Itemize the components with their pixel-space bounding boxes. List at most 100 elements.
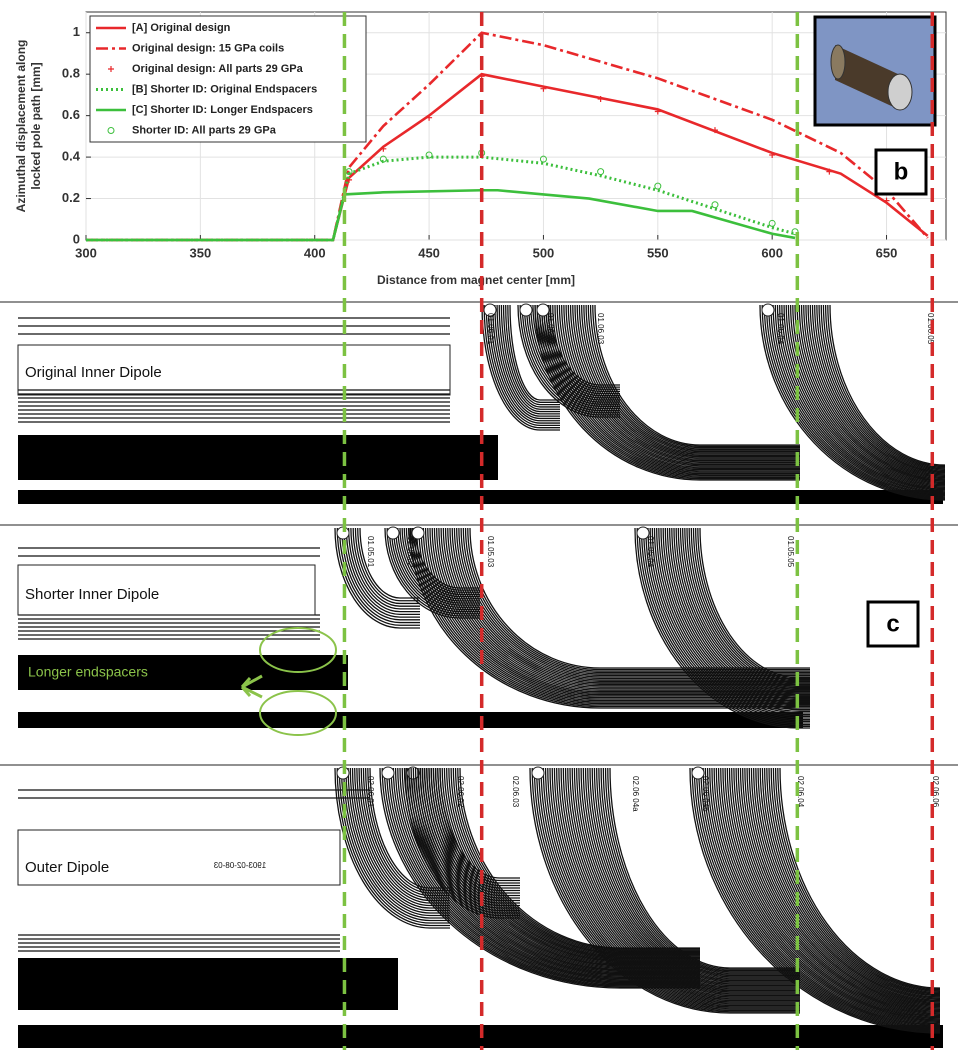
legend-label: Original design: 15 GPa coils [132,42,284,54]
coil-turn [779,767,941,989]
coil-turn [706,767,941,1025]
legend-box [89,15,367,143]
coil-turn [693,767,941,1032]
coil-turn [409,527,810,709]
marker [654,182,662,190]
coil-turn [700,767,941,1029]
x-tick-label: 650 [876,245,898,260]
coil-turn [345,767,450,917]
coil-turn [519,304,620,416]
coil-turn [446,767,700,956]
coil-turn [531,767,800,1013]
coil-turn [505,304,560,406]
coil-turn [702,767,941,1028]
coil-turn [556,304,800,468]
coil-turn [430,767,700,964]
coil-turn [809,304,946,476]
coil-turn [593,767,800,978]
conductor-bar [18,958,398,1010]
coil-turn [534,304,800,481]
coil-turn [536,304,800,480]
coil-turn [569,767,800,992]
coil-turn [447,527,810,684]
coil-turn [643,527,810,722]
coil-turn [532,304,620,403]
coil-turn [357,527,420,602]
y-tick-label: 1 [73,24,80,39]
coil-turn [549,304,800,472]
coil-turn [781,304,946,490]
coil-turn [351,767,450,909]
coil-turn [689,767,941,1034]
coil-label: 01.06.02 [546,313,555,345]
coil-turn [345,527,420,616]
coil-turn [399,767,700,979]
pin [636,526,650,540]
coil-turn [814,304,946,474]
coil-turn [458,527,810,677]
inset-magnet [835,45,900,110]
coil-turn [824,304,946,468]
panel-label: Shorter Inner Dipole [25,586,159,603]
coil-turn [410,767,700,974]
coil-turn [770,767,941,994]
coil-turn [728,767,941,1014]
coil-label: 02.06.01 [366,776,375,808]
legend-label: Shorter ID: All parts 29 GPa [132,124,277,136]
x-tick-label: 600 [761,245,783,260]
coil-turn [578,304,800,455]
coil-turn [388,767,700,985]
coil-turn [580,767,800,985]
coil-turn [441,767,700,958]
marker [379,155,387,163]
legend-label: [A] Original design [132,22,231,34]
coil-turn [356,767,450,904]
coil-turn [340,767,450,922]
coil-turn [498,304,560,413]
coil-turn [567,767,800,993]
coil-turn [653,527,810,714]
coil-turn [698,767,941,1030]
coil-turn [547,767,800,1004]
coil-turn [675,527,810,697]
coil-turn [386,767,700,986]
coil-turn [448,767,700,955]
coil-turn [761,767,941,998]
marker [380,145,387,152]
coil-turn [724,767,941,1017]
coil-turn [656,527,810,712]
coil-turn [777,767,941,990]
coil-turn [789,304,946,486]
coil-turn [438,527,810,690]
coil-turn [636,527,810,727]
coil-turn [589,767,800,980]
coil-turn [551,767,800,1002]
x-tick-label: 300 [75,245,97,260]
coil-turn [392,767,700,982]
legend-label: [C] Shorter ID: Longer Endspacers [132,104,313,116]
coil-turn [483,304,560,429]
coil-turn [770,304,946,496]
coil-turn [547,304,800,473]
coil-turn [682,527,810,692]
coil-turn [553,767,800,1000]
coil-turn [581,304,800,454]
coil-turn [469,527,810,669]
coil-turn [549,767,800,1003]
x-tick-label: 450 [418,245,440,260]
coil-turn [464,527,810,672]
coil-turn [671,527,810,701]
coil-turn [604,767,800,972]
coil-label: 01.05.04 [646,536,655,568]
coil-turn [803,304,946,479]
coil-turn [811,304,946,475]
coil-turn [494,304,560,417]
coil-turn [584,767,800,983]
coil-turn [413,527,810,706]
coil-turn [334,527,420,629]
coil-turn [536,767,800,1010]
coil-turn [704,767,941,1026]
block-outline [17,344,451,396]
coil-turn [419,767,700,969]
